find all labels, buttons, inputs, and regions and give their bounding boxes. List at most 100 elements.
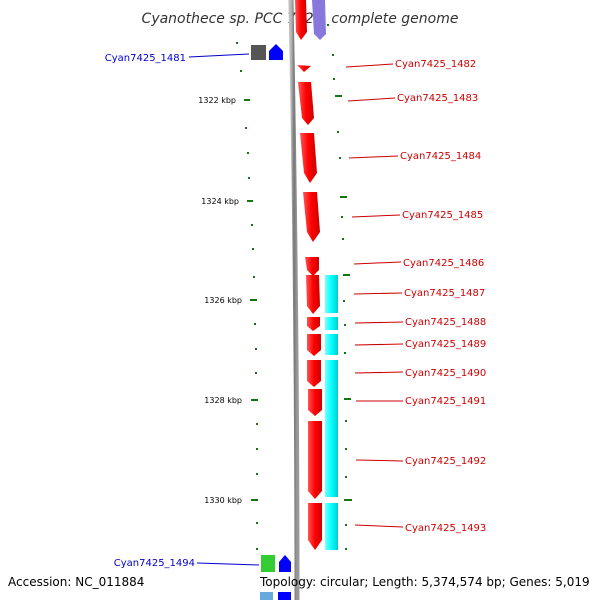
tick-mark (254, 323, 256, 325)
top-genes (295, 0, 326, 40)
tick-mark (251, 499, 258, 501)
leader-line (345, 63, 394, 68)
gene-1484-arrow[interactable] (300, 133, 317, 183)
red-genes (297, 65, 322, 550)
gene-labels: Cyan7425_1481 Cyan7425_1482 Cyan7425_148… (105, 53, 487, 569)
gene-block-grey[interactable] (251, 45, 266, 60)
tick-mark (333, 78, 335, 80)
tick-mark (345, 448, 347, 450)
tick-mark (245, 127, 247, 129)
gene-label[interactable]: Cyan7425_1489 (405, 339, 486, 350)
gene-cyan7425-1481[interactable] (251, 44, 283, 60)
leader-line (354, 321, 404, 324)
tick-mark (344, 499, 352, 501)
gene-1486-arrow[interactable] (305, 257, 319, 276)
genome-backbone (288, 0, 300, 600)
gene-cyan7425-1494[interactable] (261, 555, 291, 572)
gene-arrow-top-purple[interactable] (312, 0, 326, 40)
gene-arrow-top-red[interactable] (295, 0, 307, 40)
gene-label[interactable]: Cyan7425_1492 (405, 456, 486, 467)
leader-line (353, 261, 402, 265)
tick-mark (250, 299, 257, 301)
tick-mark (256, 548, 258, 550)
bottom-genes (260, 592, 291, 600)
tick-mark (251, 399, 258, 401)
kbp-label: 1322 kbp (198, 96, 236, 105)
tick-mark (335, 95, 342, 97)
tick-mark (345, 420, 347, 422)
tick-mark (339, 157, 341, 159)
gene-block-lightblue[interactable] (260, 592, 273, 600)
gene-label[interactable]: Cyan7425_1488 (405, 317, 486, 328)
tick-mark (344, 398, 351, 400)
gene-label[interactable]: Cyan7425_1494 (114, 558, 195, 569)
leader-line (188, 53, 250, 58)
kbp-labels: 1322 kbp 1324 kbp 1326 kbp 1328 kbp 1330… (198, 96, 242, 505)
cyan-gene-block[interactable] (325, 334, 338, 355)
tick-mark (255, 372, 257, 374)
tick-mark (345, 524, 347, 526)
tick-mark (251, 224, 253, 226)
gene-label[interactable]: Cyan7425_1484 (400, 151, 481, 162)
gene-1491-arrow[interactable] (308, 389, 322, 416)
tick-mark (252, 248, 254, 250)
tick-mark (244, 99, 250, 101)
gene-block-green[interactable] (261, 555, 275, 572)
leader-line (347, 97, 396, 102)
kbp-label: 1328 kbp (204, 396, 242, 405)
gene-label[interactable]: Cyan7425_1482 (395, 59, 476, 70)
cyan-gene-block[interactable] (325, 275, 338, 313)
kbp-label: 1324 kbp (201, 197, 239, 206)
tick-mark (236, 42, 238, 44)
gene-1493-arrow[interactable] (308, 503, 322, 550)
genome-summary-text: Topology: circular; Length: 5,374,574 bp… (259, 575, 590, 589)
cyan-gene-block[interactable] (325, 317, 338, 330)
gene-1487-arrow[interactable] (306, 275, 320, 314)
gene-label[interactable]: Cyan7425_1486 (403, 258, 484, 269)
gene-label[interactable]: Cyan7425_1483 (397, 93, 478, 104)
gene-arrow-blue[interactable] (279, 555, 291, 572)
leader-line (348, 155, 399, 159)
gene-1490-arrow[interactable] (307, 360, 321, 387)
gene-label[interactable]: Cyan7425_1481 (105, 53, 186, 64)
tick-mark (340, 196, 347, 198)
leader-line (355, 459, 404, 462)
gene-label[interactable]: Cyan7425_1490 (405, 368, 486, 379)
gene-1485-arrow[interactable] (303, 192, 320, 242)
gene-1483-arrow[interactable] (298, 82, 314, 125)
tick-mark (342, 238, 344, 240)
gene-1492-arrow[interactable] (308, 421, 322, 499)
tick-mark (343, 300, 345, 302)
gene-arrow-blue[interactable] (269, 44, 283, 60)
tick-mark (341, 216, 343, 218)
kbp-label: 1326 kbp (204, 296, 242, 305)
tick-mark (344, 324, 346, 326)
tick-mark (256, 473, 258, 475)
tick-mark (337, 131, 339, 133)
leader-line (351, 214, 401, 218)
tick-mark (256, 448, 258, 450)
cyan-genes (325, 275, 338, 550)
cyan-gene-block[interactable] (325, 360, 338, 497)
tick-mark (327, 24, 329, 26)
tick-mark (255, 348, 257, 350)
gene-label[interactable]: Cyan7425_1491 (405, 396, 486, 407)
leader-line (354, 343, 404, 346)
cyan-gene-block[interactable] (325, 503, 338, 550)
tick-mark (343, 274, 350, 276)
tick-mark (344, 352, 346, 354)
tick-mark (253, 276, 255, 278)
gene-1482-arrow[interactable] (297, 65, 311, 72)
accession-text: Accession: NC_011884 (8, 575, 144, 589)
tick-mark (345, 548, 347, 550)
gene-label[interactable]: Cyan7425_1487 (404, 288, 485, 299)
gene-1488-arrow[interactable] (307, 317, 320, 331)
gene-1489-arrow[interactable] (307, 334, 321, 356)
gene-block-blue[interactable] (278, 592, 291, 600)
leader-line (354, 524, 404, 528)
gene-label[interactable]: Cyan7425_1485 (402, 210, 483, 221)
gene-label[interactable]: Cyan7425_1493 (405, 523, 486, 534)
tick-marks (236, 24, 352, 550)
tick-mark (240, 70, 242, 72)
